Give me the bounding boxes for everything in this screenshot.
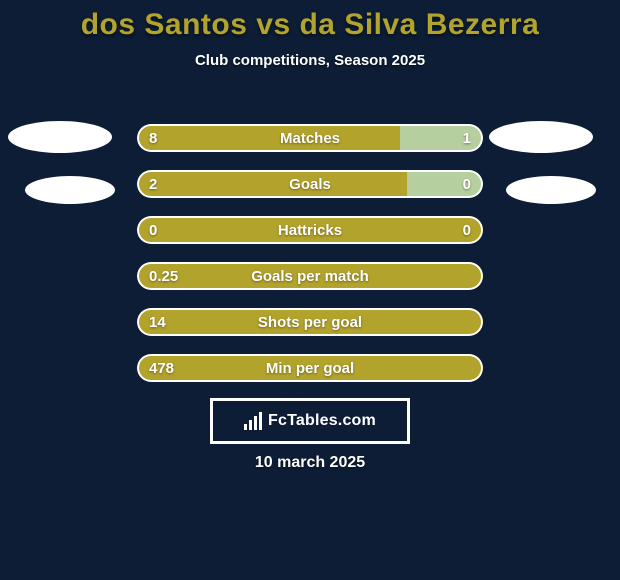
stat-bar-left xyxy=(137,308,483,336)
stats-infographic: dos Santos vs da Silva Bezerra Club comp… xyxy=(0,0,620,580)
stat-row-matches: 81Matches xyxy=(137,124,483,152)
avatar-left-0 xyxy=(8,121,112,153)
stat-value-right: 1 xyxy=(451,124,483,152)
stat-bar-left xyxy=(137,216,483,244)
page-subtitle: Club competitions, Season 2025 xyxy=(0,52,620,69)
stat-row-min-per-goal: 478Min per goal xyxy=(137,354,483,382)
stat-value-left: 2 xyxy=(137,170,169,198)
stat-value-left: 478 xyxy=(137,354,186,382)
avatar-left-1 xyxy=(25,176,115,204)
stat-value-left: 8 xyxy=(137,124,169,152)
stat-row-goals-per-match: 0.25Goals per match xyxy=(137,262,483,290)
comparison-bars: 81Matches20Goals00Hattricks0.25Goals per… xyxy=(137,124,483,382)
page-title: dos Santos vs da Silva Bezerra xyxy=(0,0,620,42)
stat-value-left: 0.25 xyxy=(137,262,190,290)
stat-row-shots-per-goal: 14Shots per goal xyxy=(137,308,483,336)
bar-chart-icon xyxy=(244,412,262,430)
stat-bar-left xyxy=(137,354,483,382)
branding-text: FcTables.com xyxy=(268,412,376,430)
stat-row-goals: 20Goals xyxy=(137,170,483,198)
stat-value-right: 0 xyxy=(451,170,483,198)
avatar-right-0 xyxy=(489,121,593,153)
stat-bar-left xyxy=(137,170,407,198)
stat-value-left: 0 xyxy=(137,216,169,244)
stat-value-right: 0 xyxy=(451,216,483,244)
stat-row-hattricks: 00Hattricks xyxy=(137,216,483,244)
stat-bar-left xyxy=(137,124,400,152)
stat-value-left: 14 xyxy=(137,308,178,336)
avatar-right-1 xyxy=(506,176,596,204)
branding-box: FcTables.com xyxy=(210,398,410,444)
infographic-date: 10 march 2025 xyxy=(0,454,620,472)
